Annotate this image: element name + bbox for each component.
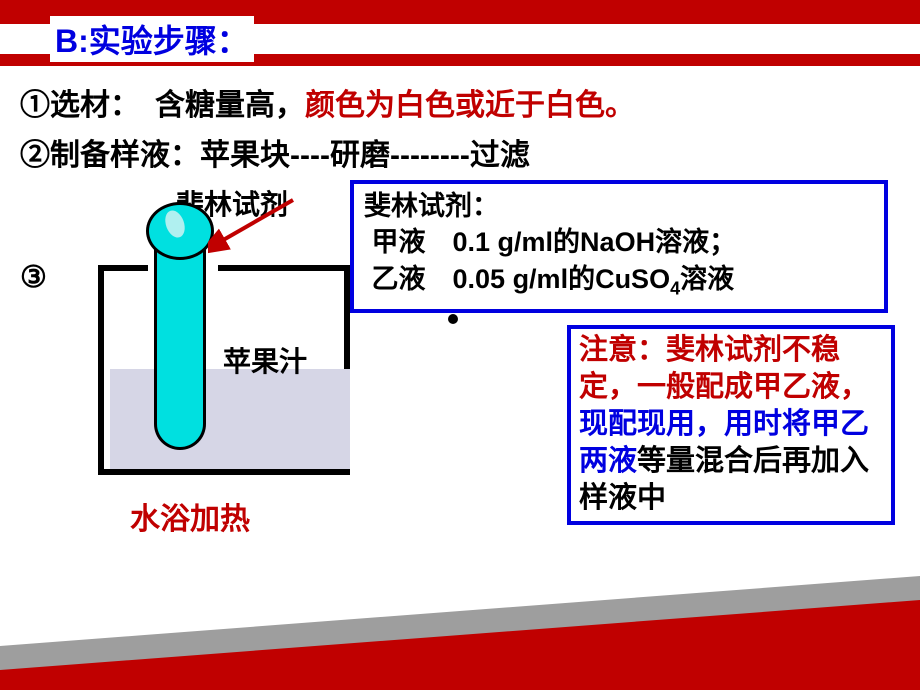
reagent-box-line3-sub: 4 <box>670 278 680 298</box>
step-2: ②制备样液：苹果块----研磨--------过滤 <box>20 130 530 174</box>
footer-decoration <box>0 570 920 690</box>
reagent-box-line2-text: 甲液 0.1 g/ml的NaOH溶液； <box>372 227 737 257</box>
bullet-dot <box>448 314 458 324</box>
reagent-box-line2: 甲液 0.1 g/ml的NaOH溶液； <box>364 224 874 260</box>
beaker-rim <box>98 265 350 271</box>
reagent-box-line3-pre: 乙液 0.05 g/ml的CuSO <box>372 264 671 294</box>
note-red: 注意：斐林试剂不稳定，一般配成甲乙液， <box>579 334 869 403</box>
reagent-box-line3: 乙液 0.05 g/ml的CuSO4溶液 <box>364 261 874 301</box>
step-1: ①选材： 含糖量高，颜色为白色或近于白色。 <box>20 80 635 124</box>
step-1-red: 颜色为白色或近于白色。 <box>305 89 635 122</box>
note-box: 注意：斐林试剂不稳定，一般配成甲乙液，现配现用，用时将甲乙两液等量混合后再加入样… <box>567 325 895 525</box>
step-1-prefix: ①选材： <box>20 89 125 122</box>
experiment-diagram: 苹果汁 <box>98 200 358 500</box>
reagent-box: 斐林试剂： 甲液 0.1 g/ml的NaOH溶液； 乙液 0.05 g/ml的C… <box>350 180 888 313</box>
reagent-arrow-icon <box>208 195 298 255</box>
juice-label: 苹果汁 <box>223 340 307 380</box>
reagent-box-line3-post: 溶液 <box>680 264 734 294</box>
step-3-marker: ③ <box>20 260 47 295</box>
beaker-water <box>110 369 350 469</box>
heat-label: 水浴加热 <box>130 494 250 538</box>
test-tube-body <box>154 240 206 450</box>
section-title: B:实验步骤： <box>50 16 254 62</box>
step-1-black: 含糖量高， <box>125 89 305 122</box>
beaker-rim-left <box>98 265 148 271</box>
reagent-box-line1: 斐林试剂： <box>364 188 874 224</box>
beaker-rim-right <box>218 265 350 271</box>
